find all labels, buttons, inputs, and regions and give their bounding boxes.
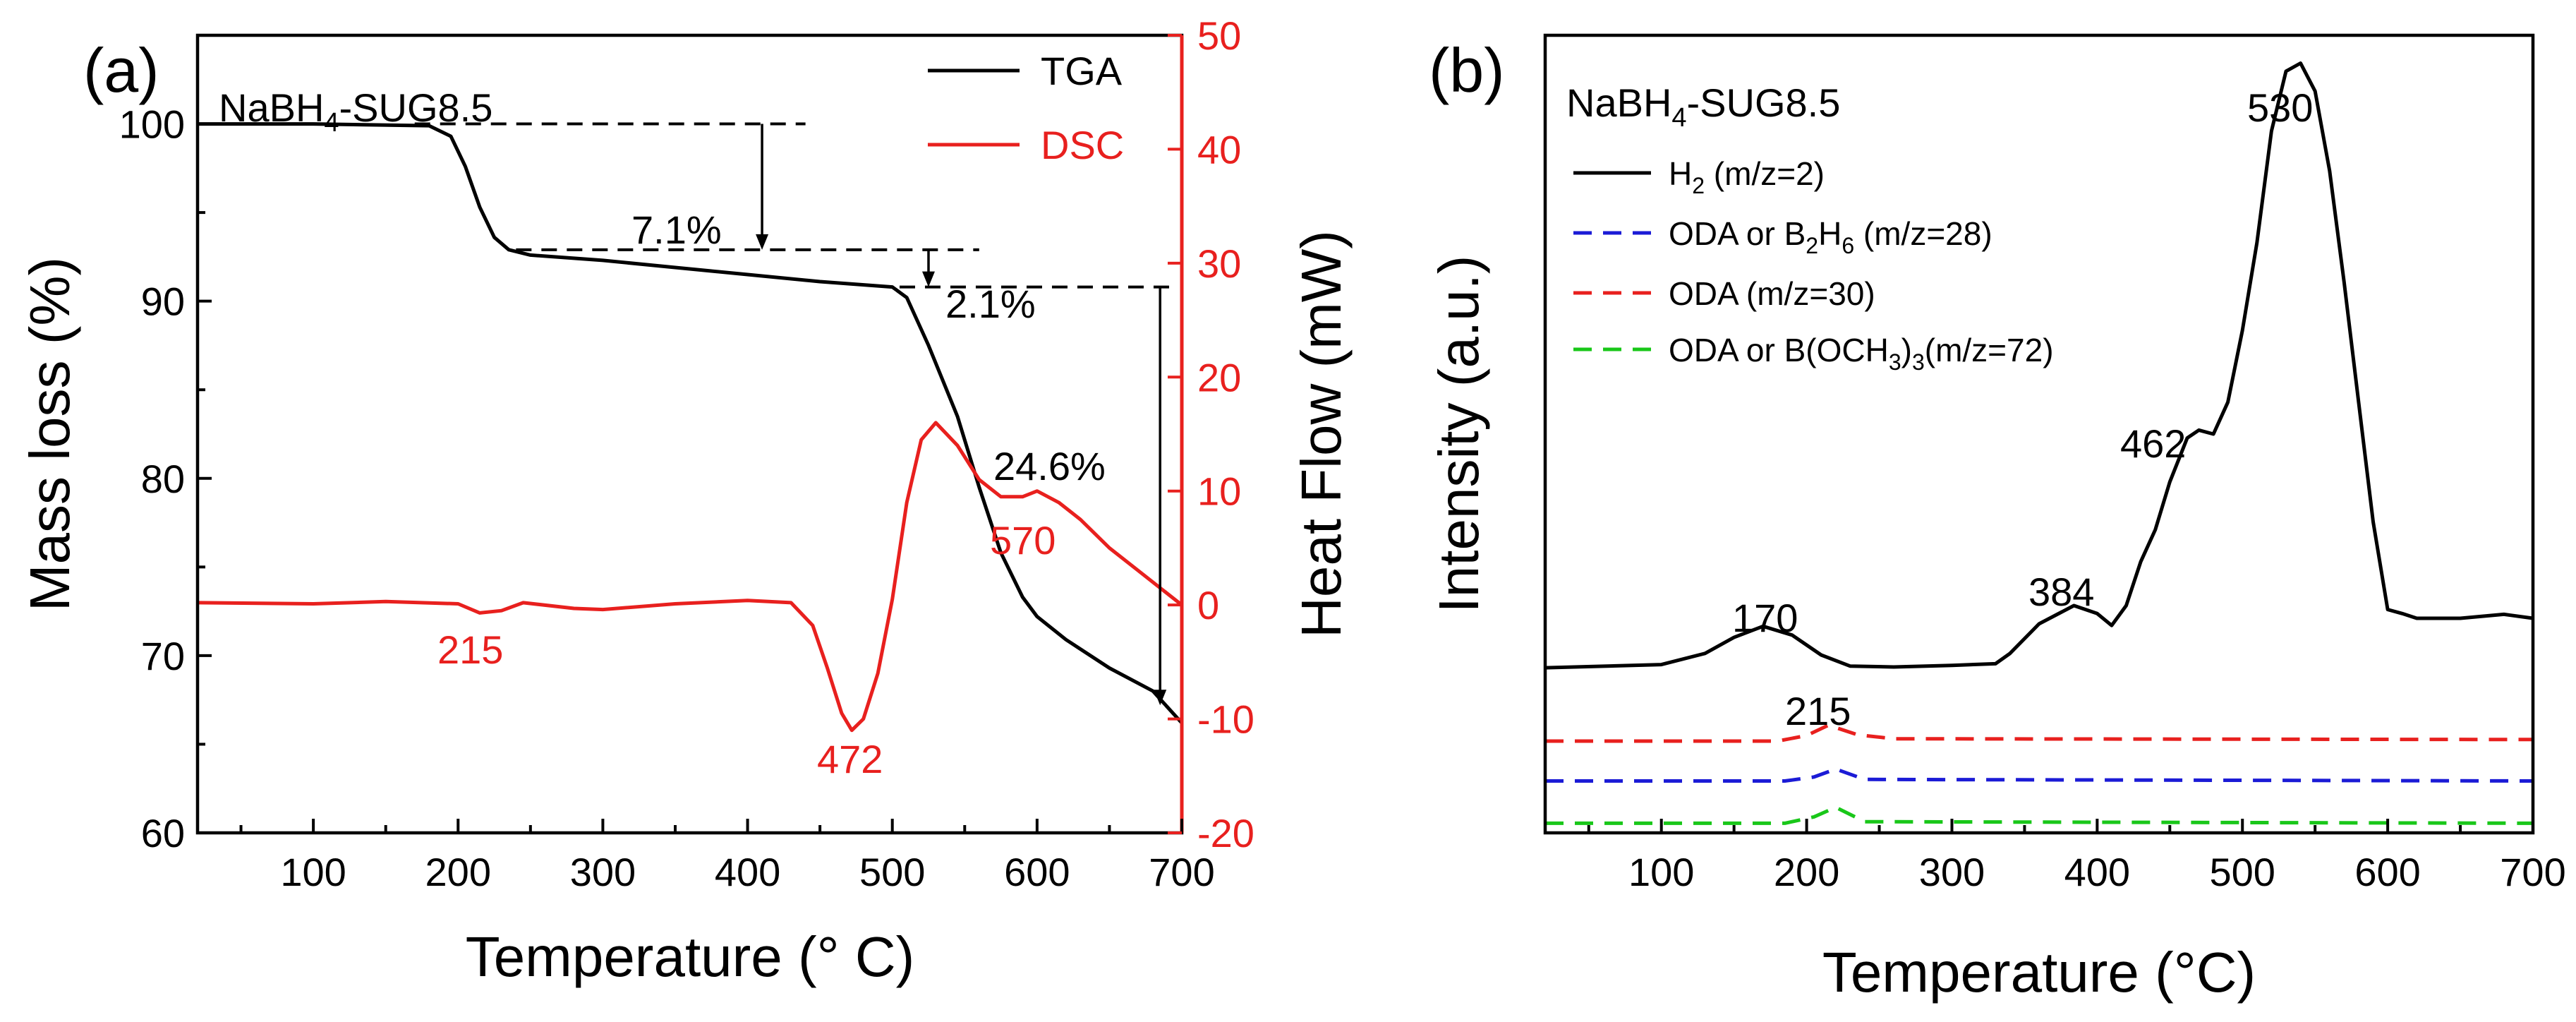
- dsc-peak-570: 570: [990, 518, 1056, 563]
- legend-m28-label: ODA or B2H6 (m/z=28): [1669, 215, 1993, 258]
- legend-m30-label: ODA (m/z=30): [1669, 275, 1875, 312]
- x-tick-label: 700: [1149, 850, 1214, 894]
- y2-tick-label: 10: [1197, 469, 1241, 514]
- x-tick-label: 200: [425, 850, 491, 894]
- dsc-peak-472: 472: [817, 737, 883, 781]
- panel-a-y2-ticks: -20 -10 0 10 20 30 40 50: [1168, 13, 1254, 855]
- y2-tick-label: 40: [1197, 127, 1241, 172]
- legend-m72-label: ODA or B(OCH3)3(m/z=72): [1669, 332, 2054, 375]
- x-tick-label: 100: [1628, 850, 1694, 894]
- panel-a-y2-axis-title: Heat Flow (mW): [1290, 230, 1353, 638]
- x-tick-label: 600: [2354, 850, 2420, 894]
- y-tick-label: 60: [141, 811, 185, 855]
- panel-b-frame: [1543, 33, 2535, 835]
- y2-tick-label: 50: [1197, 13, 1241, 58]
- series-dsc-line: [197, 421, 1183, 733]
- y-tick-label: 70: [141, 634, 185, 678]
- series-oda-or-b-och3-3-m-z-72-line: [1545, 805, 2534, 825]
- y2-tick-label: -10: [1197, 697, 1254, 742]
- x-tick-label: 200: [1774, 850, 1839, 894]
- ms-peak-530: 530: [2247, 85, 2313, 130]
- panel-a-sample-label: NaBH4-SUG8.5: [219, 85, 492, 138]
- panel-a-y-ticks: 60 70 80 90 100: [119, 102, 212, 855]
- x-tick-label: 100: [280, 850, 346, 894]
- ms-peak-215: 215: [1785, 689, 1851, 733]
- y2-tick-label: 30: [1197, 241, 1241, 286]
- y2-tick-label: 20: [1197, 355, 1241, 399]
- annotation-step3: 24.6%: [993, 444, 1106, 488]
- panel-b-plot-area: [1544, 61, 2534, 825]
- series-tga-line: [198, 122, 1183, 724]
- x-tick-label: 500: [2210, 850, 2275, 894]
- y-tick-label: 90: [141, 279, 185, 324]
- arrow-step1-head: [756, 234, 769, 250]
- legend-h2-label: H2 (m/z=2): [1669, 155, 1825, 198]
- legend-tga-label: TGA: [1041, 49, 1123, 93]
- y2-tick-label: -20: [1197, 811, 1254, 855]
- panel-b: (b) 100 200 300 400 500 600 700 NaBH4-SUG8.5 H…: [1427, 33, 2566, 1004]
- x-tick-label: 600: [1004, 850, 1070, 894]
- x-tick-label: 300: [1919, 850, 1985, 894]
- x-tick-label: 300: [570, 850, 636, 894]
- series-oda-m-z-30-line: [1545, 723, 2534, 743]
- arrow-step2-head: [921, 271, 935, 287]
- series-h2-m-z-2-line: [1544, 61, 2534, 670]
- annotation-step1: 7.1%: [631, 208, 722, 252]
- panel-b-label: (b): [1429, 35, 1505, 105]
- panel-b-x-axis-title: Temperature (°C): [1822, 941, 2256, 1004]
- panel-a-x-ticks: 100 200 300 400 500 600 700: [239, 819, 1215, 894]
- panel-b-y-axis-title: Intensity (a.u.): [1427, 256, 1490, 613]
- x-tick-label: 700: [2500, 850, 2565, 894]
- panel-a-label: (a): [83, 35, 159, 105]
- panel-a-y-axis-title: Mass loss (%): [18, 257, 81, 611]
- panel-b-sample-label: NaBH4-SUG8.5: [1566, 80, 1840, 133]
- series-oda-or-b2h6-m-z-28-line: [1545, 767, 2534, 783]
- panel-b-x-ticks: 100 200 300 400 500 600 700: [1587, 819, 2566, 894]
- y-tick-label: 100: [119, 102, 185, 147]
- legend-dsc-label: DSC: [1041, 123, 1124, 167]
- panel-a-plot-area: [197, 122, 1183, 733]
- annotation-step2: 2.1%: [945, 282, 1036, 326]
- x-tick-label: 400: [715, 850, 780, 894]
- dsc-peak-215: 215: [437, 627, 503, 672]
- panel-a-frame: [195, 33, 1184, 835]
- ms-peak-170: 170: [1732, 596, 1798, 640]
- ms-peak-384: 384: [2028, 570, 2094, 614]
- x-tick-label: 500: [859, 850, 925, 894]
- x-tick-label: 400: [2064, 850, 2130, 894]
- y-tick-label: 80: [141, 457, 185, 501]
- arrow-step3-head: [1154, 690, 1167, 706]
- panel-a-x-axis-title: Temperature (° C): [466, 925, 915, 988]
- y2-tick-label: 0: [1197, 583, 1219, 627]
- ms-peak-462: 462: [2120, 421, 2186, 466]
